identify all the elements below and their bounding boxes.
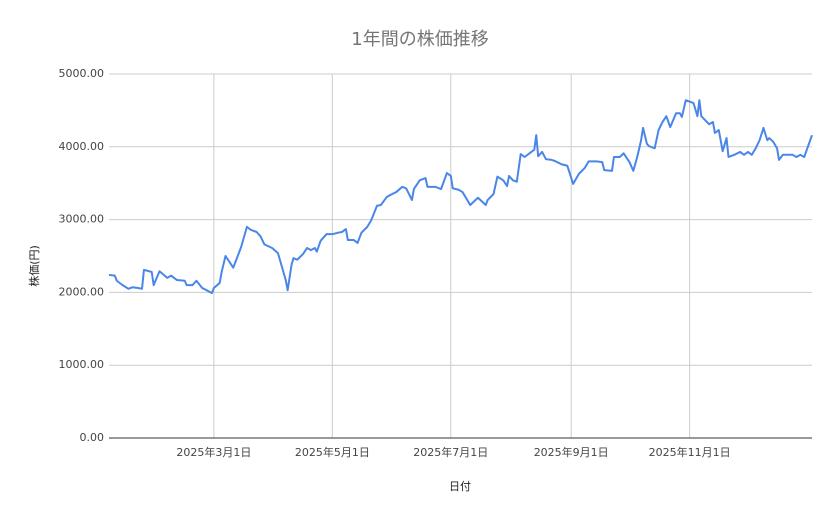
x-tick-label: 2025年5月1日 — [295, 445, 370, 459]
chart-title: 1年間の株価推移 — [351, 29, 488, 50]
x-tick-label: 2025年11月1日 — [649, 445, 731, 459]
x-axis-label: 日付 — [449, 480, 471, 493]
y-tick-label: 2000.00 — [59, 285, 105, 298]
x-tick-label: 2025年9月1日 — [534, 445, 609, 459]
y-axis-label: 株価(円) — [27, 245, 41, 287]
y-tick-label: 0.00 — [80, 431, 105, 444]
x-tick-label: 2025年3月1日 — [176, 445, 251, 459]
y-tick-label: 3000.00 — [59, 213, 105, 226]
data-line — [108, 99, 813, 295]
y-tick-label: 4000.00 — [59, 140, 105, 153]
y-tick-label: 5000.00 — [59, 67, 105, 80]
y-tick-label: 1000.00 — [59, 358, 105, 371]
x-tick-label: 2025年7月1日 — [413, 445, 488, 459]
